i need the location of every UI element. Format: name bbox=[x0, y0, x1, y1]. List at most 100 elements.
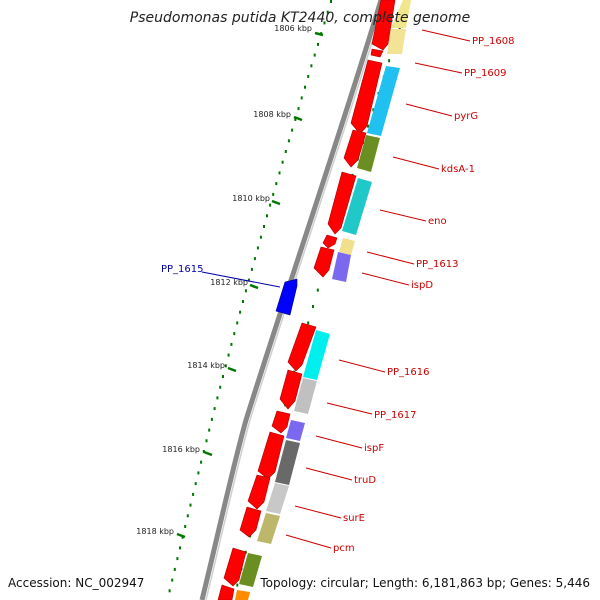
ruler-dot bbox=[269, 203, 272, 207]
ruler-dot bbox=[263, 225, 265, 228]
cds-ispf[interactable] bbox=[257, 431, 285, 480]
kbp-tick bbox=[203, 450, 213, 457]
ruler-dotted-arc bbox=[168, 0, 332, 593]
cds-pcm[interactable] bbox=[223, 547, 247, 587]
cds-pyrg[interactable] bbox=[343, 129, 367, 168]
ruler-dot bbox=[253, 257, 256, 261]
ruler-dot bbox=[310, 64, 313, 68]
ruler-dot bbox=[189, 503, 192, 507]
cog-block-khaki bbox=[391, 0, 411, 28]
cog-block-silver bbox=[266, 483, 289, 514]
kbp-tick bbox=[293, 115, 303, 122]
ruler-dot bbox=[297, 107, 300, 111]
ruler-dot bbox=[208, 428, 211, 432]
kbp-label: 1806 kbp bbox=[274, 24, 312, 33]
cds-next[interactable] bbox=[217, 584, 235, 600]
cds-pp1613[interactable] bbox=[313, 246, 335, 278]
gene-label-sure[interactable]: surE bbox=[343, 513, 365, 524]
ruler-dot bbox=[227, 353, 230, 357]
cds-trud[interactable] bbox=[247, 474, 271, 510]
cds-eno[interactable] bbox=[322, 234, 338, 249]
ruler-dot bbox=[219, 385, 222, 389]
ruler-dot bbox=[281, 160, 284, 164]
ruler-dot bbox=[287, 139, 290, 143]
ruler-dot bbox=[388, 59, 391, 63]
cog-block-silver bbox=[294, 378, 317, 414]
ruler-dot bbox=[326, 10, 329, 14]
kbp-label: 1816 kbp bbox=[162, 445, 200, 454]
map-title: Pseudomonas putida KT2440, complete geno… bbox=[130, 10, 470, 26]
cog-block-turquoise bbox=[342, 178, 372, 235]
kbp-tick-marks bbox=[176, 31, 324, 539]
gene-label-pp1615[interactable]: PP_1615 bbox=[161, 264, 204, 275]
ruler-dot bbox=[171, 578, 174, 582]
gene-label-pp1609[interactable]: PP_1609 bbox=[464, 68, 507, 79]
ruler-dot bbox=[259, 235, 262, 239]
ruler-dot bbox=[307, 75, 310, 78]
gene-label-pp1608[interactable]: PP_1608 bbox=[472, 36, 515, 47]
ruler-dot bbox=[372, 108, 375, 112]
ruler-dot bbox=[239, 310, 242, 314]
kbp-tick bbox=[271, 199, 281, 206]
cds-pp1617[interactable] bbox=[279, 369, 303, 410]
ruler-dot bbox=[236, 583, 239, 587]
ruler-dot bbox=[316, 288, 319, 292]
cds-pp1609[interactable] bbox=[350, 59, 383, 135]
gene-label-trud[interactable]: truD bbox=[354, 475, 376, 486]
cds-ispd[interactable] bbox=[271, 410, 291, 434]
ruler-dot bbox=[202, 450, 205, 453]
ruler-dot bbox=[313, 53, 316, 57]
cds-pp1608[interactable] bbox=[371, 0, 396, 51]
kbp-label: 1812 kbp bbox=[210, 278, 248, 287]
gene-label-eno[interactable]: eno bbox=[428, 216, 447, 227]
ruler-dot bbox=[184, 525, 187, 528]
ruler-dot bbox=[312, 305, 314, 308]
gene-label-pcm[interactable]: pcm bbox=[333, 543, 355, 554]
ruler-dot bbox=[272, 192, 275, 196]
gene-label-pp1617[interactable]: PP_1617 bbox=[374, 410, 417, 421]
ruler-dot bbox=[275, 182, 278, 186]
ruler-dot bbox=[367, 124, 370, 128]
ruler-dot bbox=[230, 342, 233, 346]
ruler-dot bbox=[205, 439, 208, 443]
gene-label-ispf[interactable]: ispF bbox=[364, 443, 384, 454]
cog-block-deepskyblue bbox=[367, 66, 400, 136]
kbp-label: 1818 kbp bbox=[136, 527, 174, 536]
ruler-dot bbox=[186, 514, 189, 518]
ruler-dot bbox=[278, 171, 281, 175]
ruler-dot bbox=[224, 364, 227, 368]
gene-label-pp1613[interactable]: PP_1613 bbox=[416, 259, 459, 270]
ruler-dot bbox=[317, 42, 319, 46]
ruler-dot bbox=[222, 375, 224, 378]
ruler-dot bbox=[210, 417, 213, 421]
ruler-dot bbox=[304, 85, 306, 89]
gene-label-leaders bbox=[285, 29, 471, 549]
pp1615-leader bbox=[201, 271, 281, 288]
accession-label: Accession: NC_002947 bbox=[8, 576, 144, 590]
cds-pp1608-tail[interactable] bbox=[370, 48, 384, 58]
kbp-label: 1808 kbp bbox=[253, 110, 291, 119]
cds-pp1615-reverse[interactable] bbox=[275, 278, 298, 316]
ruler-dot bbox=[284, 150, 287, 153]
gene-label-kdsa1[interactable]: kdsA-1 bbox=[441, 164, 475, 175]
ruler-dot bbox=[168, 589, 171, 593]
gene-label-pp1616[interactable]: PP_1616 bbox=[387, 367, 430, 378]
cog-color-track bbox=[235, 0, 411, 600]
cds-pp1616[interactable] bbox=[287, 322, 317, 372]
gene-label-ispd[interactable]: ispD bbox=[411, 280, 433, 291]
kbp-labels: 1806 kbp 1808 kbp 1810 kbp 1812 kbp 1814… bbox=[136, 24, 312, 536]
cog-block-khaki bbox=[339, 238, 355, 255]
ruler-dot bbox=[194, 482, 197, 486]
ruler-dot bbox=[236, 321, 239, 325]
cds-kdsa1[interactable] bbox=[327, 171, 357, 235]
ruler-dot bbox=[242, 300, 244, 303]
forward-cds-track bbox=[217, 0, 396, 600]
genome-backbone-highlight bbox=[205, 0, 386, 600]
ruler-dot bbox=[323, 21, 326, 25]
cds-sure[interactable] bbox=[239, 506, 262, 538]
cog-block-cyan bbox=[303, 330, 330, 380]
cog-block-khaki bbox=[387, 29, 406, 54]
gene-label-pyrg[interactable]: pyrG bbox=[454, 111, 478, 122]
gene-labels: PP_1608 PP_1609 pyrG kdsA-1 eno PP_1613 … bbox=[333, 36, 515, 554]
